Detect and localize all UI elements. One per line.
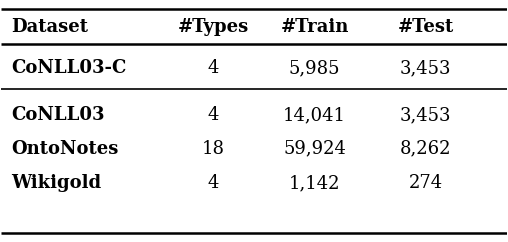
Text: #Test: #Test (398, 17, 454, 36)
Text: #Types: #Types (178, 17, 249, 36)
Text: #Train: #Train (280, 17, 349, 36)
Text: 18: 18 (202, 139, 225, 158)
Text: 14,041: 14,041 (283, 106, 346, 124)
Text: 1,142: 1,142 (289, 174, 340, 192)
Text: CoNLL03: CoNLL03 (12, 106, 105, 124)
Text: 274: 274 (409, 174, 443, 192)
Text: 4: 4 (208, 106, 219, 124)
Text: 3,453: 3,453 (400, 106, 452, 124)
Text: Wikigold: Wikigold (12, 174, 102, 192)
Text: 4: 4 (208, 59, 219, 77)
Text: CoNLL03-C: CoNLL03-C (12, 59, 127, 77)
Text: 59,924: 59,924 (283, 139, 346, 158)
Text: 5,985: 5,985 (289, 59, 340, 77)
Text: 8,262: 8,262 (400, 139, 452, 158)
Text: 3,453: 3,453 (400, 59, 452, 77)
Text: 4: 4 (208, 174, 219, 192)
Text: OntoNotes: OntoNotes (12, 139, 119, 158)
Text: Dataset: Dataset (12, 17, 88, 36)
